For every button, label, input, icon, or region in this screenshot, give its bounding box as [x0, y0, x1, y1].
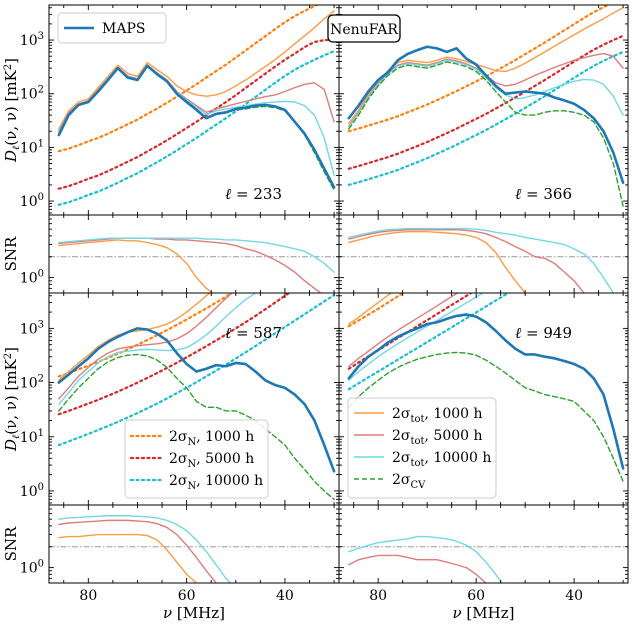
- total-error-10000h-line: [348, 59, 624, 128]
- legend-label: 2σN, 1000 h: [169, 429, 254, 448]
- noise-10000h-line: [347, 293, 511, 391]
- snr-y-axis-label: SNR: [2, 526, 20, 561]
- ell-label: ℓ = 233: [225, 185, 282, 203]
- x-axis-label: ν [MHz]: [163, 604, 225, 622]
- snr-10000h-line: [58, 237, 335, 273]
- x-tick-label: 40: [565, 588, 583, 604]
- svg-text:NenuFAR: NenuFAR: [330, 22, 398, 38]
- maps-power-line: [57, 327, 336, 473]
- x-tick-label: 60: [178, 588, 196, 604]
- power-y-tick-label: 103: [20, 31, 44, 49]
- noise-10000h-line: [347, 50, 625, 187]
- legend-label: 2σN, 5000 h: [169, 451, 254, 470]
- legend-label: MAPS: [102, 21, 145, 37]
- total-error-10000h-line: [58, 293, 257, 405]
- total-error-1000h-line: [58, 10, 335, 130]
- noise-5000h-line: [57, 38, 336, 190]
- svg-text:SNR: SNR: [2, 526, 20, 561]
- maps-power-line: [57, 64, 336, 189]
- total-error-10000h-line: [348, 293, 485, 382]
- power-y-tick-label: 101: [20, 138, 44, 156]
- telescope-label: NenuFAR: [327, 14, 401, 43]
- total-error-5000h-line: [348, 293, 459, 367]
- legend-label: 2σtot, 5000 h: [392, 428, 483, 447]
- snr-y-axis-label: SNR: [2, 236, 20, 271]
- panel-frame: [338, 504, 629, 584]
- maps-power-line: [347, 45, 625, 184]
- legend-maps: MAPS: [57, 12, 167, 44]
- ell-label: ℓ = 587: [225, 324, 282, 342]
- svg-text:SNR: SNR: [2, 236, 20, 271]
- power-y-tick-label: 101: [20, 428, 44, 446]
- power-y-tick-label: 100: [20, 192, 44, 210]
- x-tick-label: 40: [276, 588, 294, 604]
- noise-1000h-line: [347, 293, 406, 328]
- cosmic-variance-line: [58, 353, 335, 501]
- power-y-axis-label: Dℓ(ν, ν) [mK2]: [2, 347, 22, 452]
- total-error-5000h-line: [58, 293, 233, 400]
- ell-label: ℓ = 949: [515, 324, 572, 342]
- legend-label: 2σN, 10000 h: [169, 473, 263, 492]
- total-error-1000h-line: [58, 293, 212, 382]
- x-tick-label: 80: [79, 588, 97, 604]
- power-y-tick-label: 100: [20, 482, 44, 500]
- legend-noise: 2σN, 1000 h 2σN, 5000 h 2σN, 10000 h: [124, 419, 269, 499]
- x-tick-label: 60: [467, 588, 485, 604]
- total-error-1000h-line: [348, 293, 393, 325]
- snr-5000h-line: [58, 237, 322, 293]
- noise-10000h-line: [57, 50, 336, 206]
- snr-10000h-line: [58, 515, 232, 583]
- snr-10000h-line: [348, 535, 503, 583]
- legend-label: 2σtot, 1000 h: [392, 406, 483, 425]
- ell-label: ℓ = 366: [515, 185, 572, 203]
- snr-1000h-line: [58, 533, 198, 583]
- noise-5000h-line: [347, 34, 625, 170]
- snr-5000h-line: [348, 554, 488, 583]
- cosmic-variance-line: [348, 351, 624, 483]
- snr-y-tick-label: 100: [20, 269, 44, 287]
- noise-10000h-line: [57, 294, 336, 447]
- x-axis-label: ν [MHz]: [453, 604, 515, 622]
- snr-10000h-line: [348, 227, 615, 293]
- power-y-tick-label: 102: [20, 85, 44, 103]
- snr-y-tick-label: 100: [20, 559, 44, 577]
- noise-1000h-line: [57, 5, 320, 153]
- snr-1000h-line: [58, 239, 214, 293]
- svg-text:Dℓ(ν, ν) [mK2]: Dℓ(ν, ν) [mK2]: [2, 347, 22, 452]
- noise-5000h-line: [57, 293, 292, 416]
- legend-label: 2σtot, 10000 h: [392, 450, 491, 469]
- power-y-tick-label: 103: [20, 319, 44, 337]
- power-y-tick-label: 102: [20, 374, 44, 392]
- cosmic-variance-line: [348, 61, 624, 207]
- maps-power-line: [347, 313, 625, 470]
- svg-text:Dℓ(ν, ν) [mK2]: Dℓ(ν, ν) [mK2]: [2, 58, 22, 163]
- power-y-axis-label: Dℓ(ν, ν) [mK2]: [2, 58, 22, 163]
- legend-label: 2σCV: [392, 472, 426, 491]
- snr-5000h-line: [348, 229, 586, 293]
- legend-total-error: 2σtot, 1000 h 2σtot, 5000 h 2σtot, 10000 h…: [347, 397, 497, 499]
- snr-1000h-line: [348, 230, 527, 293]
- panel-frame: [48, 214, 340, 294]
- snr-5000h-line: [58, 519, 218, 583]
- x-tick-label: 80: [369, 588, 387, 604]
